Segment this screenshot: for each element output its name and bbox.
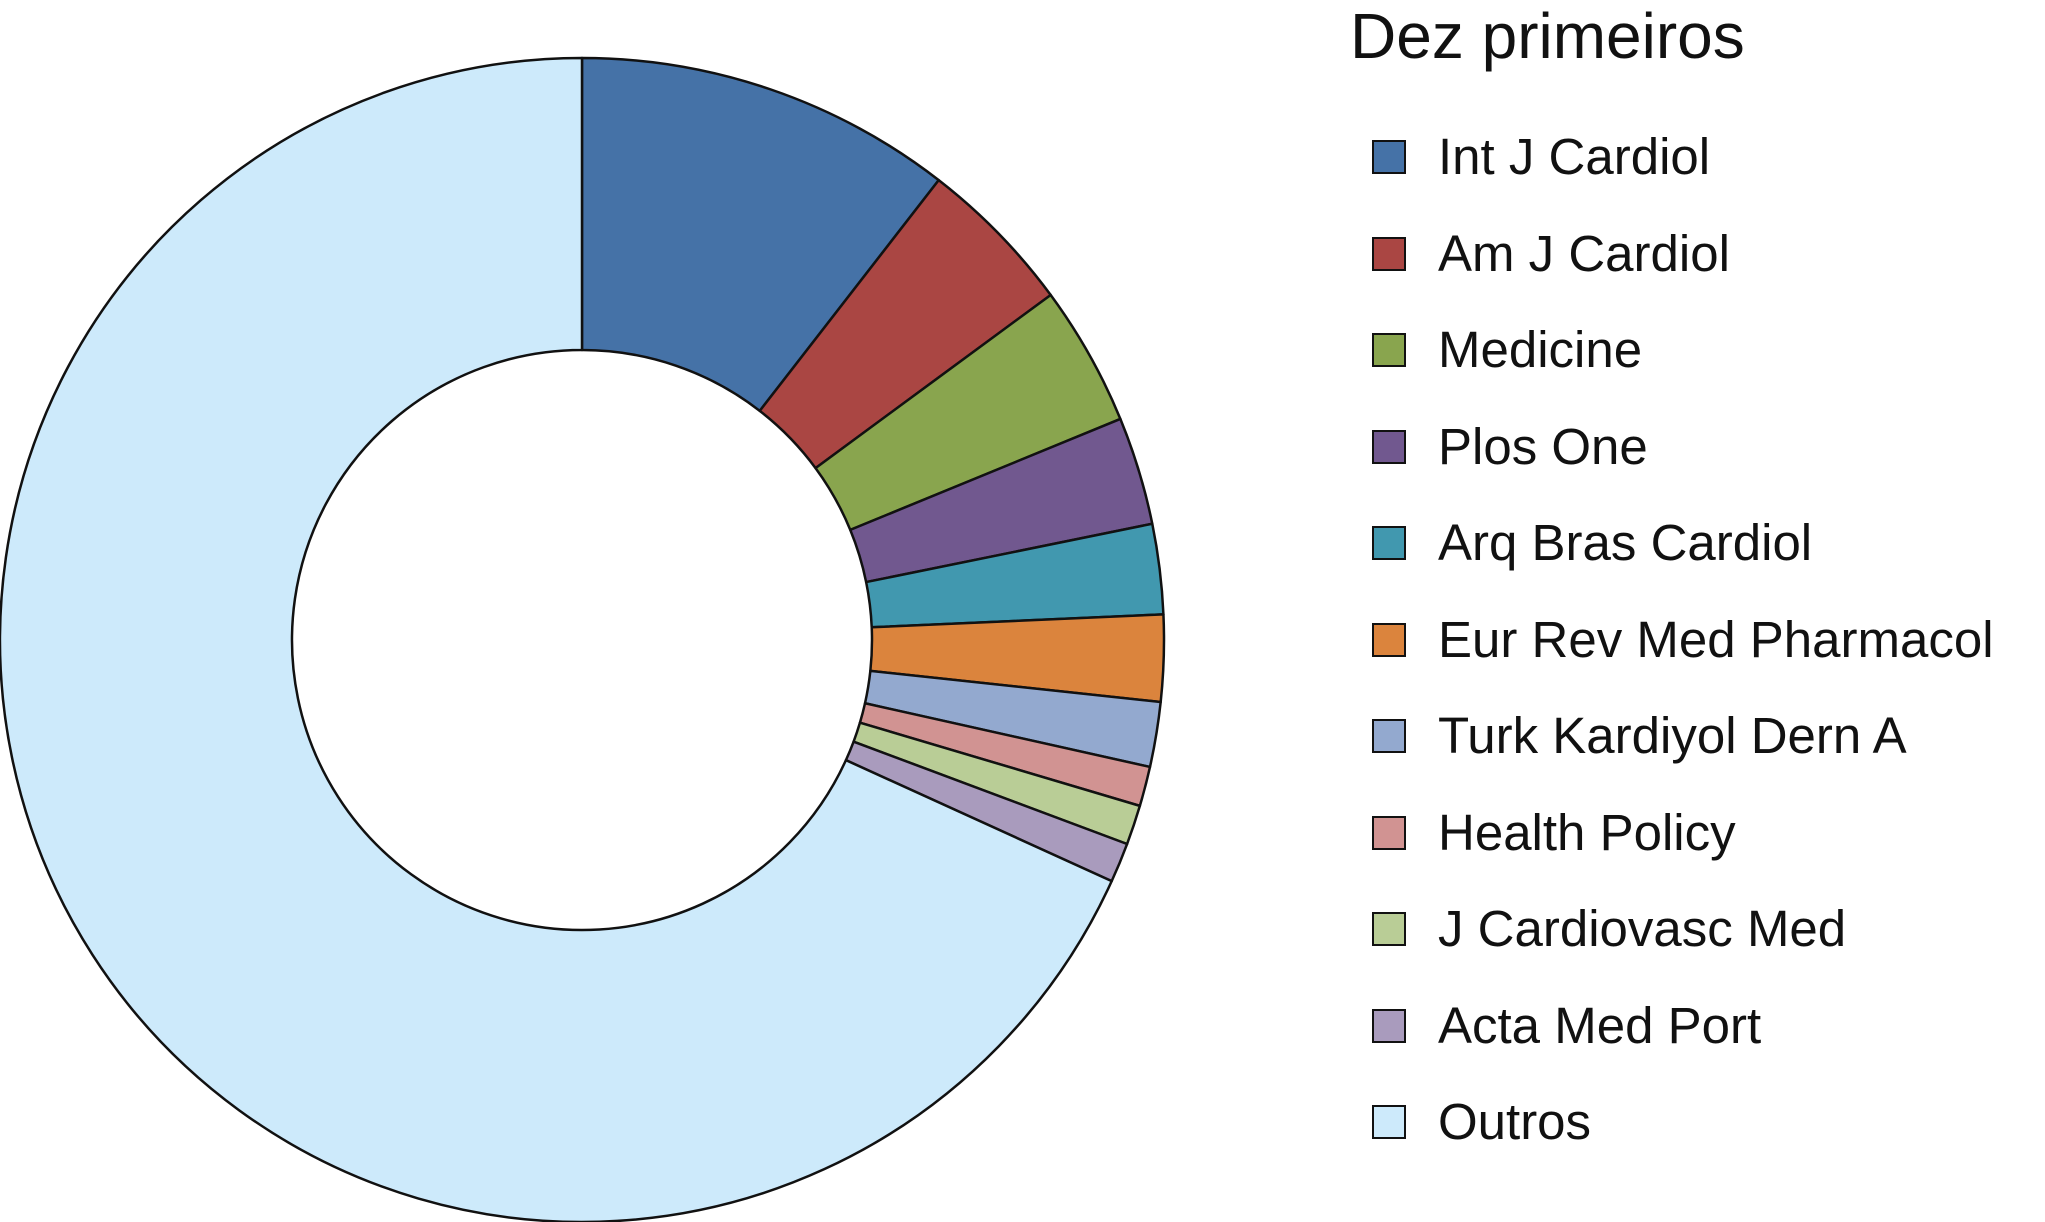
legend-swatch [1372,912,1406,946]
legend-label: J Cardiovasc Med [1438,900,1847,957]
legend-swatch [1372,333,1406,367]
legend-item-health-policy: Health Policy [1372,796,1994,893]
legend-label: Medicine [1438,321,1643,378]
legend-item-acta-med-port: Acta Med Port [1372,989,1994,1086]
legend-label: Eur Rev Med Pharmacol [1438,610,1994,668]
legend-title: Dez primeiros [1350,0,1745,72]
slice-int-j-cardiol [580,56,940,413]
legend-label: Int J Cardiol [1438,128,1711,185]
legend-swatch [1372,526,1406,560]
legend-swatch [1372,815,1406,850]
slice-outros [0,56,1113,1222]
legend-list: Int J Cardiol Am J Cardiol Medicine Plos On… [1372,120,1994,1182]
legend-swatch [1372,719,1406,753]
legend-label: Plos One [1438,417,1648,475]
legend-item-int-j-cardiol: Int J Cardiol [1372,120,1994,217]
legend-item-j-cardiovasc-med: J Cardiovasc Med [1372,892,1994,989]
legend-swatch [1372,236,1406,271]
legend-swatch [1372,1008,1406,1043]
legend-label: Arq Bras Cardiol [1438,514,1813,571]
legend-label: Health Policy [1438,803,1736,861]
legend-label: Am J Cardiol [1438,224,1730,282]
legend-item-medicine: Medicine [1372,313,1994,410]
legend-item-eur-rev-med-pharmacol: Eur Rev Med Pharmacol [1372,603,1994,700]
legend-label: Acta Med Port [1438,996,1762,1054]
legend-item-outros: Outros [1372,1085,1994,1182]
legend-swatch [1372,429,1406,464]
legend-swatch [1372,622,1406,657]
legend-item-arq-bras-cardiol: Arq Bras Cardiol [1372,506,1994,603]
legend-item-turk-kardiyol-dern-a: Turk Kardiyol Dern A [1372,699,1994,796]
legend-item-am-j-cardiol: Am J Cardiol [1372,217,1994,314]
legend-item-plos-one: Plos One [1372,410,1994,507]
legend-label: Outros [1438,1093,1592,1150]
legend-swatch [1372,1105,1406,1139]
donut-slices [0,56,1166,1222]
legend-swatch [1372,140,1406,174]
legend-label: Turk Kardiyol Dern A [1438,707,1907,764]
